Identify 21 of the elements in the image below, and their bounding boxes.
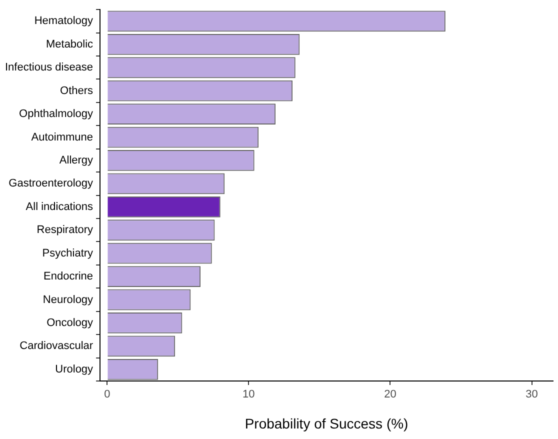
x-tick-label: 30	[526, 388, 538, 401]
y-tick-label: Autoimmune	[31, 131, 94, 144]
y-tick-label: Others	[60, 84, 94, 97]
y-tick-label: Endocrine	[44, 270, 94, 283]
x-axis-title: Probability of Success (%)	[244, 415, 408, 432]
y-tick-label: Ophthalmology	[19, 108, 94, 120]
y-tick-label: Urology	[55, 363, 94, 376]
y-tick-label: Gastroenterology	[8, 178, 94, 190]
x-tick-label: 0	[104, 388, 110, 401]
y-tick-label: Respiratory	[36, 224, 94, 236]
y-tick-label: Neurology	[42, 294, 94, 306]
y-tick-label: Cardiovascular	[20, 340, 94, 352]
x-tick-label: 10	[242, 388, 255, 401]
y-tick-label: Hematology	[34, 15, 94, 28]
y-tick-label: Psychiatry	[42, 247, 94, 260]
y-tick-label: Metabolic	[46, 38, 94, 50]
x-tick-label: 20	[384, 388, 396, 401]
y-tick-label: Oncology	[46, 317, 94, 329]
y-tick-label: Allergy	[59, 154, 94, 167]
y-tick-label: Infectious disease	[4, 62, 94, 74]
y-tick-label: All indications	[26, 200, 94, 213]
